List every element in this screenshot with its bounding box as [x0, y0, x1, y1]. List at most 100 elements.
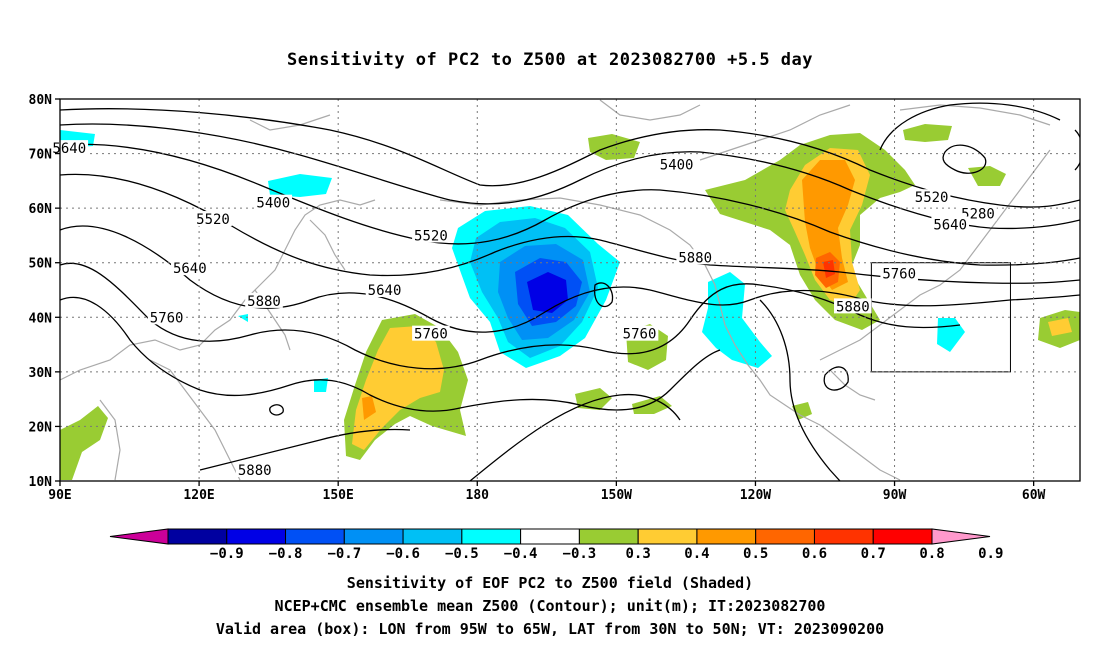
coastlines: [60, 99, 1051, 481]
colorbar-label: −0.3: [563, 546, 597, 562]
svg-text:5760: 5760: [150, 310, 184, 326]
lon-tick-label: 90E: [48, 488, 71, 503]
svg-text:5280: 5280: [961, 207, 995, 223]
contour-label: 5760: [147, 309, 186, 326]
svg-text:5880: 5880: [678, 250, 712, 266]
shade-negative-baja: [702, 272, 772, 368]
lat-tick-label: 20N: [29, 420, 53, 435]
shade-positive-canada-inner: [802, 160, 855, 290]
colorbar-label: 0.3: [626, 546, 651, 562]
colorbar-label: 0.7: [861, 546, 886, 562]
contour-label: 5520: [194, 211, 232, 228]
colorbar-swatch: [637, 528, 698, 545]
svg-text:5520: 5520: [915, 190, 949, 206]
contour-label: 5640: [365, 282, 404, 299]
shade-positive-west-pacific-core: [362, 396, 376, 420]
shade-positive-west-pacific-mid: [352, 326, 444, 450]
contour-label: 5640: [50, 140, 89, 157]
svg-text:5760: 5760: [623, 327, 657, 343]
colorbar-label: −0.7: [327, 546, 361, 562]
contour-label: 5640: [171, 260, 209, 277]
colorbar-label: 0.9: [978, 546, 1003, 562]
svg-text:5760: 5760: [414, 327, 448, 343]
lon-tick-label: 150W: [601, 488, 632, 503]
shade-positive-atlantic-east-core: [1048, 318, 1072, 336]
lon-tick-label: 180: [466, 488, 490, 503]
shade-positive-labrador: [968, 166, 1006, 186]
map-plot-area: [60, 99, 1080, 481]
lon-tick-label: 90W: [883, 488, 907, 503]
svg-text:5880: 5880: [247, 294, 281, 310]
lon-tick-label: 60W: [1022, 488, 1046, 503]
colorbar-label: −0.8: [269, 546, 303, 562]
colorbar-high-arrow: [931, 528, 991, 545]
contour-label: 5760: [620, 325, 659, 343]
contour-label: 5400: [254, 194, 293, 212]
lat-tick-label: 10N: [29, 475, 53, 490]
contour-label: 5640: [931, 216, 969, 234]
contour-label: 5880: [245, 292, 283, 310]
shade-positive-hawaii-1: [575, 388, 612, 410]
colorbar-low-arrow: [109, 528, 169, 545]
contour-label: 5400: [657, 156, 696, 173]
contour-label: 5520: [412, 227, 450, 244]
colorbar-swatch: [696, 528, 757, 545]
colorbar-label: −0.4: [504, 546, 538, 562]
colorbar-label: 0.5: [743, 546, 768, 562]
shade-negative-central-pacific-max: [527, 272, 568, 313]
lat-tick-label: 70N: [29, 148, 53, 163]
contour-label: 5520: [912, 189, 951, 206]
colorbar-swatch: [285, 528, 345, 545]
lat-tick-label: 40N: [29, 311, 53, 326]
map-frame: [59, 98, 1081, 482]
lat-tick-label: 30N: [29, 366, 53, 381]
shade-positive-hawaii-2: [632, 396, 672, 414]
colorbar-swatch: [167, 528, 228, 545]
svg-text:5880: 5880: [836, 299, 870, 315]
caption-shaded: Sensitivity of EOF PC2 to Z500 field (Sh…: [346, 574, 754, 592]
svg-text:5640: 5640: [173, 261, 207, 277]
contour-label: 5760: [412, 325, 450, 343]
colorbar: −0.9 −0.8 −0.7 −0.6 −0.5 −0.4 −0.3 0.3 0.4 0.5 0.6…: [109, 528, 1003, 562]
colorbar-label: 0.6: [802, 546, 827, 562]
lat-tick-label: 80N: [29, 93, 53, 108]
lat-tick-label: 60N: [29, 202, 53, 217]
shade-negative-atlantic: [937, 318, 965, 352]
svg-text:5520: 5520: [414, 228, 448, 244]
colorbar-swatch: [872, 528, 933, 545]
map-title: Sensitivity of PC2 to Z500 at 2023082700…: [286, 50, 813, 70]
colorbar-label: −0.5: [445, 546, 479, 562]
colorbar-label: −0.6: [386, 546, 420, 562]
svg-text:5640: 5640: [52, 141, 86, 157]
svg-text:5640: 5640: [933, 218, 967, 234]
contour-labels: 5400 5400 5280 5520 5520 5520 5640 5640 5640 5640…: [50, 140, 997, 479]
svg-text:5880: 5880: [238, 463, 272, 479]
colorbar-swatch: [755, 528, 815, 545]
lon-tick-label: 150E: [323, 488, 354, 503]
colorbar-swatch: [578, 528, 639, 545]
shade-positive-canada-core2: [823, 260, 835, 278]
colorbar-label: 0.8: [919, 546, 944, 562]
contour-label: 5880: [834, 298, 872, 315]
colorbar-swatch: [520, 528, 580, 545]
shade-positive-greenland: [903, 124, 952, 142]
svg-text:5640: 5640: [368, 283, 402, 299]
lat-tick-label: 50N: [29, 257, 53, 272]
contour-label: 5880: [235, 462, 274, 479]
contour-label: 5760: [880, 265, 918, 283]
contour-label: 5880: [676, 249, 714, 266]
colorbar-label: 0.4: [684, 546, 709, 562]
shade-positive-india: [60, 406, 108, 480]
shade-negative-small-1: [314, 378, 328, 392]
colorbar-swatch: [343, 528, 404, 545]
colorbar-label: −0.9: [210, 546, 244, 562]
colorbar-swatch: [402, 528, 463, 545]
colorbar-swatch: [813, 528, 874, 545]
lon-tick-label: 120E: [183, 488, 214, 503]
shade-positive-alaska: [588, 134, 640, 160]
svg-text:5520: 5520: [196, 212, 230, 228]
colorbar-swatch: [461, 528, 522, 545]
svg-text:5400: 5400: [256, 196, 290, 212]
